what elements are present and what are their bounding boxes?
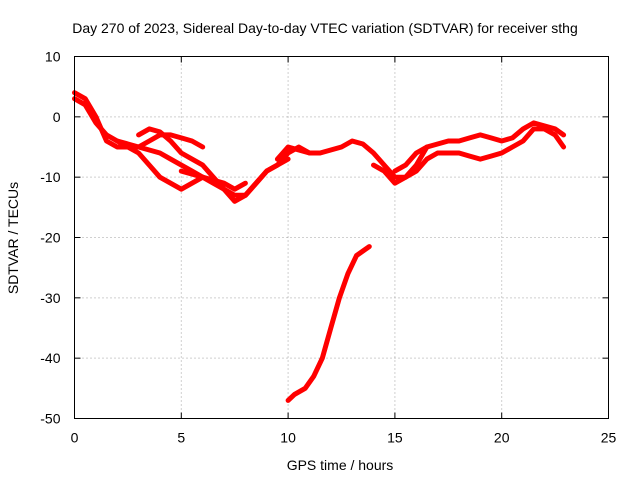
x-tick-label: 0 (71, 430, 79, 446)
x-tick-label: 25 (601, 430, 617, 446)
x-tick-label: 20 (494, 430, 510, 446)
ticks: 0 5 10 15 20 25 -50 -40 -30 -20 -10 0 10 (40, 49, 616, 446)
series-line-track-5 (178, 144, 312, 198)
series-line-track-3 (114, 138, 248, 192)
series-line-track-7 (371, 126, 567, 186)
series-group (72, 90, 567, 403)
x-axis-label: GPS time / hours (287, 457, 394, 473)
y-tick-label: -10 (40, 169, 60, 185)
y-tick-label: -50 (40, 411, 60, 427)
series-line-track-8 (392, 120, 567, 174)
y-tick-label: -30 (40, 290, 60, 306)
y-tick-label: -20 (40, 230, 60, 246)
y-axis-label: SDTVAR / TECUs (5, 182, 21, 294)
y-tick-label: 10 (45, 49, 61, 65)
series-line-track-2 (72, 96, 206, 192)
grid (74, 56, 609, 419)
x-tick-label: 15 (387, 430, 403, 446)
y-tick-label: -40 (40, 350, 60, 366)
series-line-track-4 (136, 126, 291, 204)
chart-title: Day 270 of 2023, Sidereal Day-to-day VTE… (72, 20, 578, 36)
x-tick-label: 5 (177, 430, 185, 446)
series-line-track-9 (285, 244, 372, 403)
x-tick-label: 10 (280, 430, 296, 446)
y-tick-label: 0 (53, 109, 61, 125)
